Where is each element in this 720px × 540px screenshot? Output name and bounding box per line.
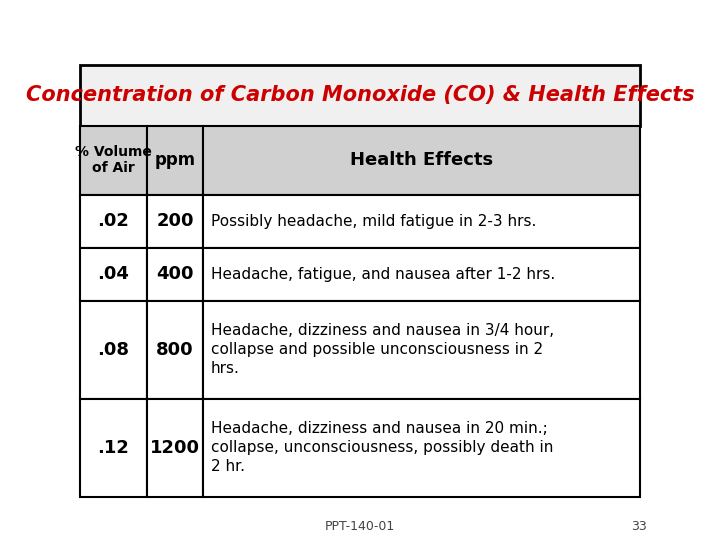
Text: Possibly headache, mild fatigue in 2-3 hrs.: Possibly headache, mild fatigue in 2-3 h… [211, 214, 536, 228]
Text: .12: .12 [97, 439, 130, 457]
Text: Health Effects: Health Effects [350, 151, 493, 169]
Bar [80, 126, 147, 194]
Text: Headache, fatigue, and nausea after 1-2 hrs.: Headache, fatigue, and nausea after 1-2 … [211, 267, 555, 282]
Bar [147, 399, 203, 497]
Bar [147, 301, 203, 399]
Bar [147, 126, 203, 194]
Bar [203, 301, 640, 399]
Bar [203, 248, 640, 301]
Bar [80, 194, 147, 248]
Bar [80, 65, 640, 126]
Bar [203, 399, 640, 497]
Text: Concentration of Carbon Monoxide (CO) & Health Effects: Concentration of Carbon Monoxide (CO) & … [26, 85, 694, 105]
Bar [80, 301, 147, 399]
Text: Headache, dizziness and nausea in 3/4 hour,
collapse and possible unconsciousnes: Headache, dizziness and nausea in 3/4 ho… [211, 323, 554, 376]
Text: % Volume
of Air: % Volume of Air [75, 145, 152, 176]
Text: 33: 33 [631, 520, 647, 533]
Bar [147, 248, 203, 301]
Text: 800: 800 [156, 341, 194, 359]
Bar [80, 248, 147, 301]
Bar [147, 194, 203, 248]
Text: ppm: ppm [154, 151, 196, 169]
Text: PPT-140-01: PPT-140-01 [325, 520, 395, 533]
Text: .04: .04 [97, 265, 130, 283]
Text: 200: 200 [156, 212, 194, 230]
Text: Headache, dizziness and nausea in 20 min.;
collapse, unconsciousness, possibly d: Headache, dizziness and nausea in 20 min… [211, 421, 554, 475]
Text: 1200: 1200 [150, 439, 200, 457]
Bar [80, 399, 147, 497]
Bar [203, 194, 640, 248]
Bar [203, 126, 640, 194]
Text: 400: 400 [156, 265, 194, 283]
Text: .02: .02 [97, 212, 130, 230]
Text: .08: .08 [97, 341, 130, 359]
